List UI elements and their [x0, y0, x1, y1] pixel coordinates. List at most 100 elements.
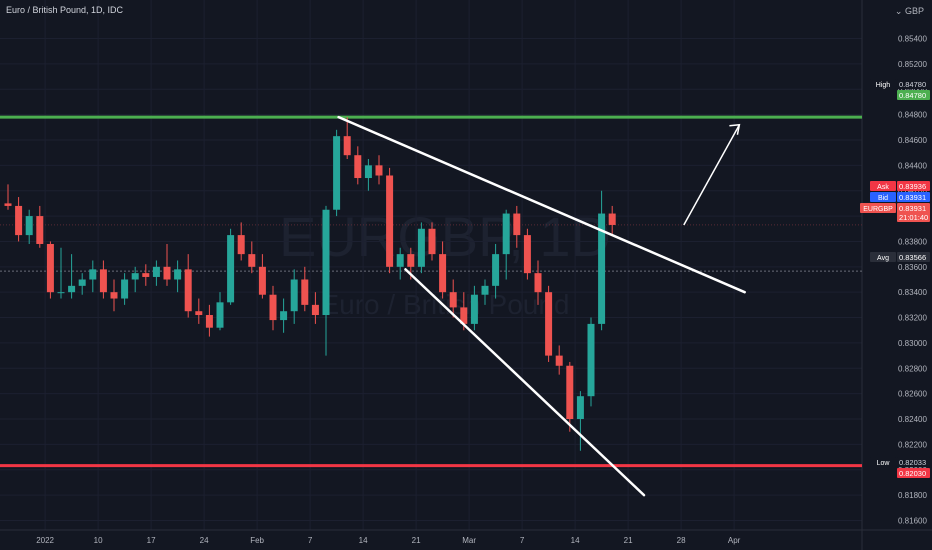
low-price: 0.82033	[899, 458, 926, 467]
ask-price-box	[897, 181, 930, 191]
projection-arrow	[683, 124, 741, 226]
candle-down	[195, 311, 203, 316]
candle-down	[46, 243, 54, 293]
price-tick-label: 0.85400	[898, 35, 927, 44]
candle-up	[502, 213, 510, 255]
candle-up	[131, 273, 139, 280]
price-tick-label: 0.82600	[898, 390, 927, 399]
low-label: Low	[877, 460, 891, 467]
bid-label: Bid	[878, 195, 888, 202]
bid-label-box	[870, 192, 896, 202]
time-axis[interactable]: 2022 10 17 24 Feb 7 14 21 Mar 7 14 21 28 Apr	[36, 536, 740, 545]
avg-price: 0.83566	[899, 253, 926, 262]
candle-up	[396, 254, 404, 267]
time-tick-label: 7	[520, 536, 525, 545]
price-tick-label: 0.85200	[898, 60, 927, 69]
candle-up	[280, 311, 288, 321]
candle-down	[545, 292, 553, 356]
candle-down	[110, 292, 118, 299]
candle-down	[407, 254, 415, 267]
last-price-box	[897, 203, 930, 222]
candle-up	[417, 228, 425, 267]
candles	[4, 117, 616, 451]
candle-down	[248, 254, 256, 267]
currency-selector[interactable]: ⌄ GBP	[895, 6, 924, 17]
candle-up	[333, 136, 341, 210]
candle-down	[555, 355, 563, 366]
price-tick-label: 0.81600	[898, 517, 927, 526]
candle-up	[68, 285, 76, 293]
candle-up	[216, 302, 224, 328]
bid-price-box	[897, 192, 930, 202]
time-tick-label: Apr	[728, 536, 741, 545]
time-tick-label: 17	[147, 536, 156, 545]
candle-up	[587, 323, 595, 397]
price-axis[interactable]: 0.816000.818000.820000.822000.824000.826…	[898, 35, 927, 526]
trend-drawings[interactable]	[337, 115, 746, 497]
candle-up	[492, 254, 500, 286]
time-tick-label: 28	[677, 536, 686, 545]
candle-down	[4, 203, 12, 206]
candle-down	[608, 213, 616, 225]
symbol-title[interactable]: Euro / British Pound, 1D, IDC	[6, 5, 124, 15]
candle-up	[576, 396, 584, 420]
price-tick-label: 0.83400	[898, 288, 927, 297]
price-tick-label: 0.85000	[898, 85, 927, 94]
candle-up	[364, 165, 372, 179]
candle-up	[227, 235, 235, 303]
candle-up	[89, 269, 97, 280]
currency-label: GBP	[904, 6, 924, 16]
price-tick-label: 0.82800	[898, 364, 927, 373]
candle-down	[142, 273, 150, 277]
candle-down	[258, 266, 266, 295]
symbol-label: EURGBP	[863, 206, 893, 213]
candle-up	[78, 279, 86, 286]
candle-down	[460, 307, 468, 324]
candle-up	[25, 216, 33, 236]
low-label-box	[870, 457, 896, 467]
ask-price: 0.83936	[899, 182, 926, 191]
candle-down	[15, 205, 23, 236]
candle-up	[174, 269, 182, 280]
time-tick-label: 14	[571, 536, 580, 545]
candle-down	[386, 175, 394, 267]
candle-down	[375, 165, 383, 176]
candle-down	[439, 254, 447, 293]
level-lines	[0, 115, 862, 468]
candle-down	[205, 315, 213, 328]
candle-down	[523, 235, 531, 274]
candle-down	[354, 155, 362, 179]
ask-label-box	[870, 181, 896, 191]
candle-down	[36, 216, 44, 244]
symbol-label-box	[860, 203, 896, 213]
candle-down	[237, 235, 245, 255]
avg-label-box	[870, 252, 896, 262]
price-tick-label: 0.84600	[898, 136, 927, 145]
price-tick-label: 0.83600	[898, 263, 927, 272]
candle-down	[428, 228, 436, 255]
price-tick-label: 0.84800	[898, 111, 927, 120]
candle-up	[121, 279, 129, 299]
candle-up	[152, 266, 160, 277]
high-line-price-box	[897, 90, 930, 100]
price-labels: High 0.84780 0.84780 Ask 0.83936 Bid 0.83931 EU…	[860, 79, 930, 478]
candle-down	[99, 269, 107, 293]
high-label-box	[870, 79, 896, 89]
candle-down	[163, 266, 171, 280]
high-price: 0.84780	[899, 80, 926, 89]
price-tick-label: 0.84400	[898, 161, 927, 170]
price-tick-label: 0.82200	[898, 440, 927, 449]
lower-trendline	[404, 268, 646, 497]
candle-up	[57, 292, 65, 294]
low-line-price-box	[897, 468, 930, 478]
upper-trendline	[337, 115, 746, 294]
low-price-box	[897, 457, 930, 467]
price-tick-label: 0.81800	[898, 491, 927, 500]
high-line-price: 0.84780	[899, 91, 926, 100]
price-tick-label: 0.83200	[898, 314, 927, 323]
time-tick-label: 21	[412, 536, 421, 545]
candle-up	[481, 285, 489, 295]
time-tick-label: 21	[624, 536, 633, 545]
